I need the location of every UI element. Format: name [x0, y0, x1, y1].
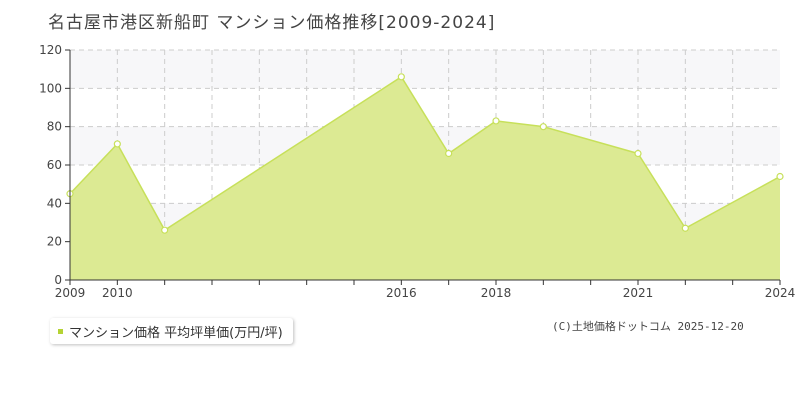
legend-label: マンション価格 平均坪単価(万円/坪): [69, 325, 283, 341]
y-tick-label: 120: [39, 43, 62, 57]
data-point: [492, 117, 500, 125]
y-tick-label: 100: [39, 81, 62, 95]
data-point: [776, 172, 784, 181]
data-point: [397, 73, 405, 81]
data-point: [681, 224, 689, 232]
axes: [65, 49, 781, 285]
data-point: [634, 149, 642, 158]
x-tick-label: 2009: [55, 286, 86, 300]
x-tick-label: 2016: [386, 286, 417, 300]
data-point: [113, 140, 121, 148]
legend: マンション価格 平均坪単価(万円/坪): [50, 318, 293, 344]
x-tick-label: 2024: [765, 286, 796, 300]
area-fill: [70, 76, 780, 280]
x-tick-label: 2021: [623, 286, 654, 300]
data-point: [539, 123, 547, 131]
data-point: [161, 226, 169, 234]
y-tick-label: 40: [47, 196, 62, 210]
credit-text: (C)土地価格ドットコム 2025-12-20: [552, 320, 744, 333]
chart-title: 名古屋市港区新船町 マンション価格推移[2009-2024]: [48, 13, 496, 33]
background-band: [70, 50, 780, 89]
legend-swatch: [58, 328, 63, 334]
y-tick-label: 0: [54, 273, 62, 287]
y-tick-label: 60: [47, 158, 62, 172]
x-tick-label: 2010: [102, 286, 133, 300]
x-tick-label: 2018: [481, 286, 512, 300]
y-tick-label: 20: [47, 235, 62, 249]
y-tick-label: 80: [47, 120, 62, 134]
y-tick-labels: 0 20 40 60 80 100 120: [39, 43, 62, 287]
series-line: [69, 75, 781, 232]
x-tick-labels: 2009 2010 2016 2018 2021 2024: [55, 286, 796, 300]
data-point: [445, 149, 453, 158]
